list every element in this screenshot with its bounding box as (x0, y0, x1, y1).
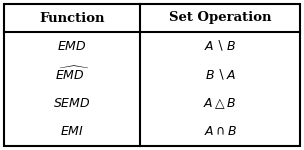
Text: $\widehat{\mathit{EMD}}$: $\widehat{\mathit{EMD}}$ (55, 66, 89, 84)
Text: Function: Function (39, 12, 105, 24)
Text: $B \setminus A$: $B \setminus A$ (205, 68, 236, 82)
Text: $\mathit{EMD}$: $\mathit{EMD}$ (57, 40, 87, 53)
Text: $A \setminus B$: $A \setminus B$ (204, 39, 236, 53)
Text: $A \triangle B$: $A \triangle B$ (203, 96, 237, 111)
Text: $\mathit{SEMD}$: $\mathit{SEMD}$ (53, 97, 91, 110)
Text: $\mathit{EMI}$: $\mathit{EMI}$ (60, 125, 84, 138)
Text: $A \cap B$: $A \cap B$ (204, 125, 237, 138)
Text: Set Operation: Set Operation (169, 12, 271, 24)
